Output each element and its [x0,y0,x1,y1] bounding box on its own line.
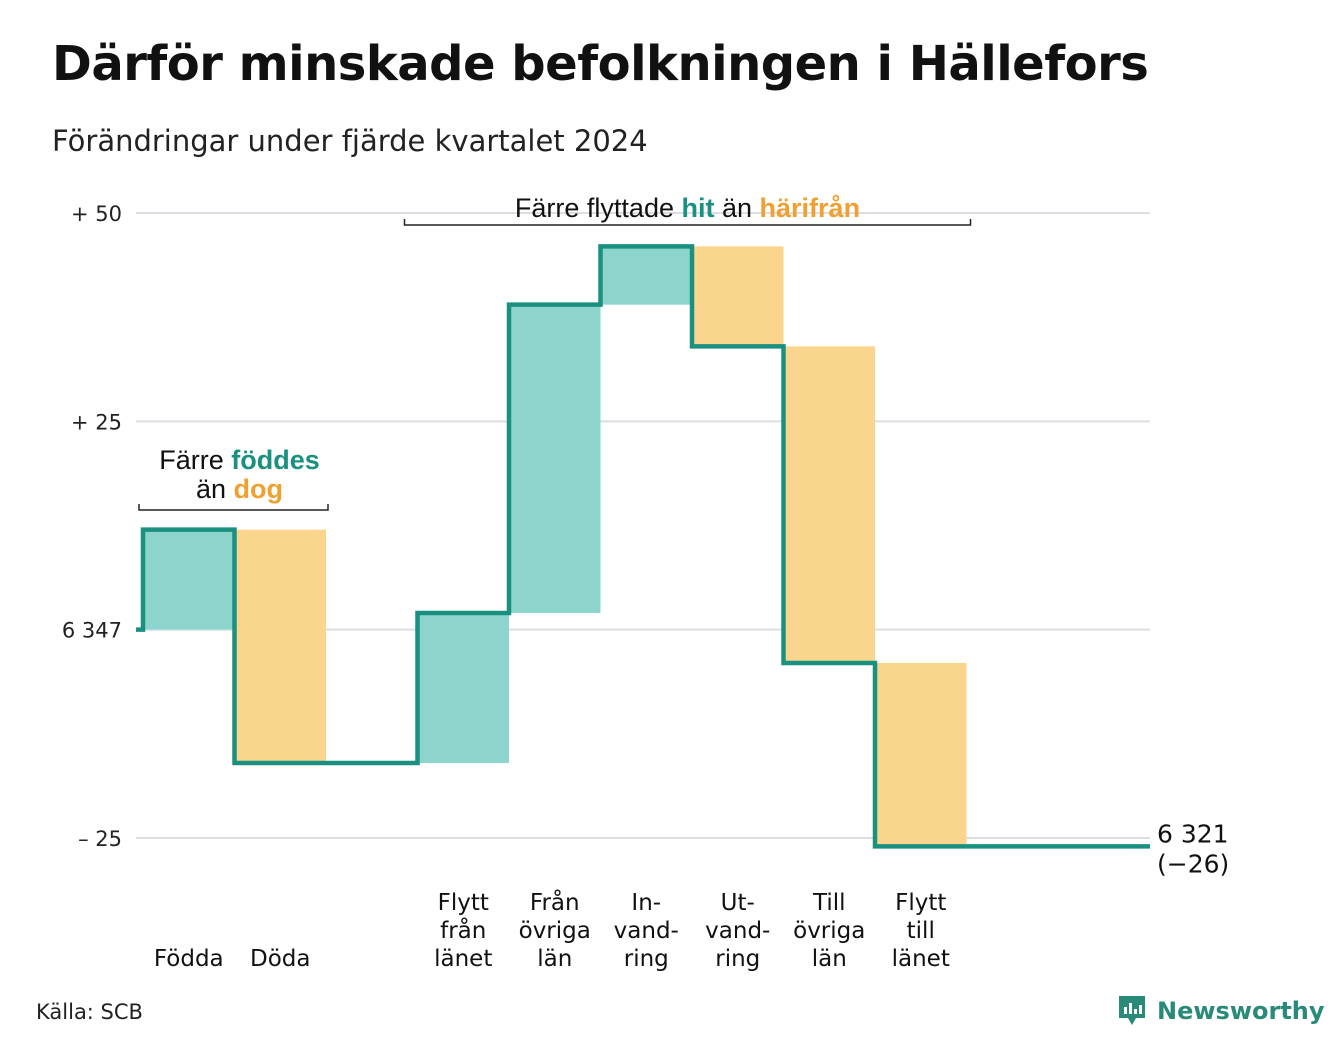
annotation-migration-line1: Färre flyttade hit än härifrån [515,193,860,223]
y-tick-label: – 25 [78,827,122,851]
x-label-fodda: Födda [154,946,224,972]
bar-flytt_fran_lanet [417,613,509,763]
annotation-migration-bracket [403,219,972,226]
x-label-utvandring: vand- [705,918,770,944]
annotation-births-bracket [138,504,329,511]
cumulative-line [136,244,1150,849]
source-note: Källa: SCB [36,1000,143,1024]
x-label-utvandring: Ut- [721,890,755,916]
x-label-flytt_till_lanet: Flytt [895,890,946,916]
x-label-flytt_fran_lanet: från [440,916,486,944]
chart-title: Därför minskade befolkningen i Hällefors [52,36,1149,92]
x-label-flytt_till_lanet: länet [892,946,950,972]
x-label-flytt_fran_lanet: länet [434,946,492,972]
bar-utvandring [692,246,784,347]
x-label-fran_ovriga_lan: Från [530,888,580,916]
brand-logo: Newsworthy [1117,994,1325,1028]
x-label-flytt_fran_lanet: Flytt [438,890,489,916]
x-label-utvandring: ring [715,946,760,972]
annotation-births-line1: Färre föddes [159,445,320,475]
x-label-invandring: vand- [614,918,679,944]
y-tick-label: 6 347 [62,619,122,643]
x-label-doda: Döda [250,946,310,972]
x-label-till_ovriga_lan: län [812,946,847,972]
bar-fran_ovriga_lan [509,304,601,613]
bar-doda [234,529,326,763]
end-value-label: 6 321 [1157,819,1229,848]
x-label-invandring: ring [624,946,669,972]
x-label-invandring: In- [631,890,661,916]
x-label-till_ovriga_lan: övriga [793,918,865,944]
x-label-fran_ovriga_lan: län [537,946,572,972]
bar-fodda [143,529,235,630]
bar-till_ovriga_lan [783,346,875,663]
x-label-fran_ovriga_lan: övriga [519,918,591,944]
newsworthy-logo-icon [1119,996,1145,1025]
chart-subtitle: Förändringar under fjärde kvartalet 2024 [52,124,648,158]
x-label-flytt_till_lanet: till [907,918,935,944]
bar-flytt_till_lanet [875,663,967,847]
end-change-label: (−26) [1157,849,1229,878]
y-tick-label: + 50 [71,202,122,226]
brand-name: Newsworthy [1157,997,1325,1025]
x-label-till_ovriga_lan: Till [812,890,846,916]
bar-invandring [600,246,692,305]
y-tick-label: + 25 [71,410,122,434]
annotation-births-line2: än dog [196,474,283,504]
